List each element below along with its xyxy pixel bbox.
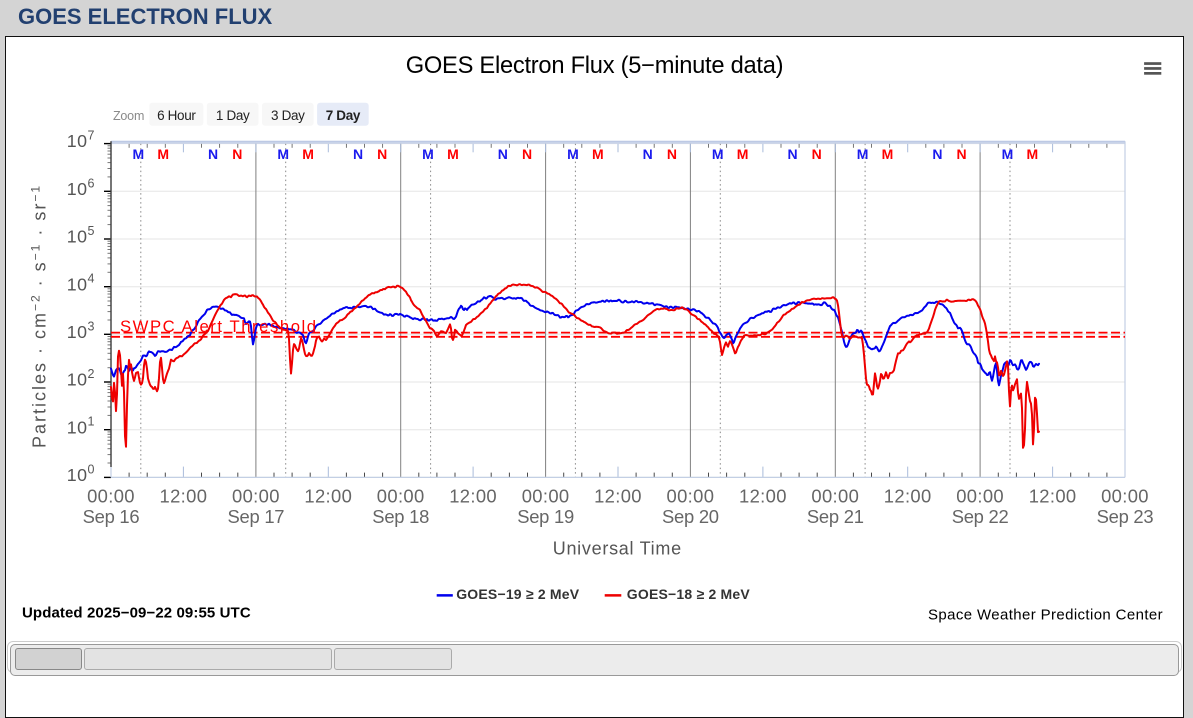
svg-text:00:00: 00:00 <box>956 485 1004 506</box>
svg-text:7 Day: 7 Day <box>326 108 361 123</box>
svg-text:12:00: 12:00 <box>594 485 642 506</box>
svg-text:GOES−18 ≥ 2 MeV: GOES−18 ≥ 2 MeV <box>627 586 751 602</box>
svg-text:N: N <box>232 146 242 162</box>
svg-text:M: M <box>422 146 434 162</box>
svg-text:00:00: 00:00 <box>1101 485 1149 506</box>
svg-text:102: 102 <box>67 367 95 390</box>
svg-text:3 Day: 3 Day <box>271 108 305 123</box>
svg-text:SWPC Alert Threshold: SWPC Alert Threshold <box>120 317 318 336</box>
svg-text:12:00: 12:00 <box>884 485 932 506</box>
svg-text:Zoom: Zoom <box>113 109 144 123</box>
svg-text:Particles · cm−2 · s−1 · sr−1: Particles · cm−2 · s−1 · sr−1 <box>29 184 50 448</box>
svg-text:00:00: 00:00 <box>232 485 280 506</box>
svg-text:Sep 19: Sep 19 <box>517 506 574 527</box>
svg-text:M: M <box>592 146 604 162</box>
svg-text:N: N <box>812 146 822 162</box>
svg-text:00:00: 00:00 <box>377 485 425 506</box>
svg-text:Sep 17: Sep 17 <box>228 506 285 527</box>
svg-text:106: 106 <box>67 176 95 199</box>
svg-text:100: 100 <box>67 462 95 485</box>
svg-text:GOES Electron Flux (5−minute d: GOES Electron Flux (5−minute data) <box>406 53 784 79</box>
svg-text:M: M <box>737 146 749 162</box>
svg-text:00:00: 00:00 <box>667 485 715 506</box>
svg-text:M: M <box>1026 146 1038 162</box>
svg-text:12:00: 12:00 <box>304 485 352 506</box>
svg-text:N: N <box>957 146 967 162</box>
svg-text:1 Day: 1 Day <box>216 108 250 123</box>
svg-text:103: 103 <box>67 319 95 342</box>
svg-text:N: N <box>353 146 363 162</box>
svg-text:N: N <box>667 146 677 162</box>
svg-text:M: M <box>302 146 314 162</box>
svg-text:M: M <box>882 146 894 162</box>
svg-text:Sep 21: Sep 21 <box>807 506 864 527</box>
svg-text:N: N <box>377 146 387 162</box>
svg-text:N: N <box>498 146 508 162</box>
svg-text:M: M <box>1002 146 1014 162</box>
svg-text:N: N <box>932 146 942 162</box>
svg-text:105: 105 <box>67 224 95 247</box>
svg-text:M: M <box>132 146 144 162</box>
svg-text:M: M <box>857 146 869 162</box>
svg-text:Sep 18: Sep 18 <box>372 506 429 527</box>
svg-text:Universal Time: Universal Time <box>553 539 682 559</box>
svg-text:Sep 16: Sep 16 <box>83 506 140 527</box>
svg-text:Sep 20: Sep 20 <box>662 506 719 527</box>
svg-text:Space Weather Prediction Cente: Space Weather Prediction Center <box>928 607 1163 624</box>
svg-text:M: M <box>567 146 579 162</box>
svg-text:N: N <box>643 146 653 162</box>
svg-text:Sep 22: Sep 22 <box>952 506 1009 527</box>
svg-text:101: 101 <box>67 415 95 438</box>
svg-text:N: N <box>522 146 532 162</box>
svg-text:M: M <box>157 146 169 162</box>
svg-text:00:00: 00:00 <box>522 485 570 506</box>
svg-text:104: 104 <box>67 272 95 295</box>
svg-text:Updated 2025−09−22 09:55 UTC: Updated 2025−09−22 09:55 UTC <box>22 605 251 622</box>
svg-text:M: M <box>447 146 459 162</box>
svg-text:107: 107 <box>67 129 95 152</box>
svg-text:Sep 23: Sep 23 <box>1097 506 1154 527</box>
svg-text:12:00: 12:00 <box>739 485 787 506</box>
svg-text:M: M <box>712 146 724 162</box>
svg-text:M: M <box>277 146 289 162</box>
svg-text:12:00: 12:00 <box>449 485 497 506</box>
svg-text:12:00: 12:00 <box>1029 485 1077 506</box>
svg-text:N: N <box>787 146 797 162</box>
svg-text:00:00: 00:00 <box>87 485 135 506</box>
svg-text:N: N <box>208 146 218 162</box>
svg-text:GOES−19 ≥ 2 MeV: GOES−19 ≥ 2 MeV <box>456 586 580 602</box>
svg-text:6 Hour: 6 Hour <box>157 108 196 123</box>
svg-text:00:00: 00:00 <box>811 485 859 506</box>
svg-text:12:00: 12:00 <box>160 485 208 506</box>
